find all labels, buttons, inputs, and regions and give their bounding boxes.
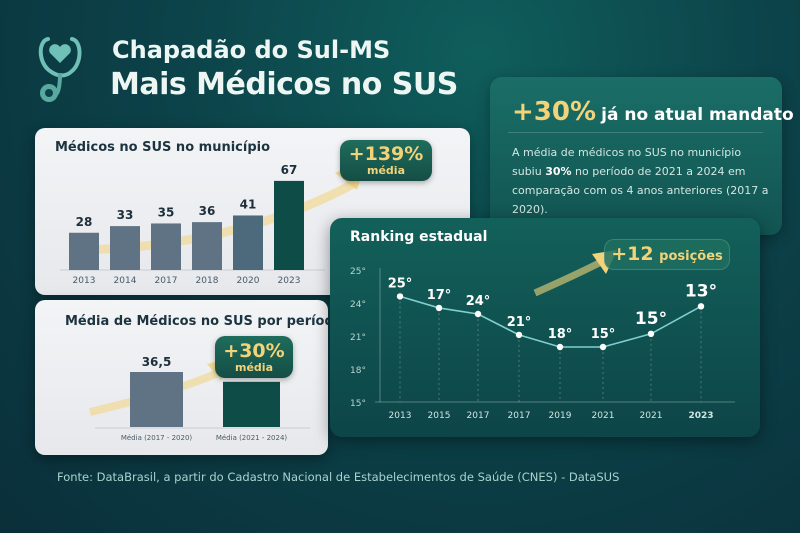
x-tick-label: 2015 — [428, 411, 451, 421]
info-headline: +30% já no atual mandato — [512, 97, 794, 127]
bar — [192, 222, 222, 270]
badge-value: +139% — [348, 143, 424, 165]
x-tick-label: Média (2017 - 2020) — [121, 434, 193, 442]
info-body-text: no período de 2021 a 2024 em comparação … — [512, 165, 769, 216]
x-tick-label: 2021 — [592, 411, 615, 421]
data-point — [435, 304, 443, 312]
bar-value-label: 35 — [158, 205, 175, 219]
data-point — [647, 330, 655, 337]
point-label: 25° — [388, 276, 413, 291]
y-tick-label: 18° — [350, 366, 366, 376]
bar — [151, 223, 181, 270]
data-point — [474, 310, 482, 318]
data-point — [599, 343, 607, 351]
state-ranking-card: Ranking estadual — [330, 218, 760, 437]
info-body-text: A média de médicos no SUS no município s… — [512, 146, 742, 178]
chart-title: Médicos no SUS no município — [55, 140, 271, 155]
y-tick-label: 21° — [350, 333, 366, 343]
ranking-line — [399, 295, 702, 348]
data-point — [396, 293, 404, 300]
point-label: 15° — [591, 327, 616, 342]
badge-value: +30% — [223, 340, 285, 362]
growth-badge-30: +30% média — [215, 336, 293, 378]
x-tick-label: 2019 — [549, 411, 572, 421]
divider — [508, 132, 763, 133]
bar-value-label: 67 — [281, 163, 298, 177]
point-label: 24° — [466, 294, 491, 309]
y-tick-label: 25° — [350, 267, 366, 277]
data-point — [697, 303, 705, 310]
x-tick-label: 2013 — [73, 276, 96, 286]
x-tick-label: 2018 — [196, 276, 219, 286]
x-tick-label: 2014 — [114, 276, 137, 286]
point-label: 21° — [507, 315, 532, 330]
x-tick-label: 2023 — [278, 276, 301, 286]
bar — [233, 215, 263, 270]
info-headline-value: +30% — [512, 97, 597, 127]
info-headline-text: já no atual mandato — [601, 105, 794, 125]
x-tick-label: 2017 — [467, 411, 490, 421]
data-point — [556, 343, 564, 351]
average-period-chart: 36,5 Média (2017 - 2020) Média (2021 - 202… — [89, 355, 310, 442]
badge-label: posições — [659, 249, 723, 264]
chart-title: Ranking estadual — [350, 229, 488, 245]
info-body: A média de médicos no SUS no município s… — [512, 143, 772, 219]
header-title-main: Mais Médicos no SUS — [110, 67, 458, 102]
badge-label: média — [367, 164, 405, 177]
trend-arrow — [533, 256, 607, 297]
x-tick-label: 2023 — [688, 411, 713, 421]
point-label: 17° — [427, 288, 452, 303]
x-tick-label: 2017 — [508, 411, 531, 421]
info-body-bold: 30% — [545, 165, 572, 178]
point-label: 13° — [685, 281, 717, 301]
bar — [223, 381, 280, 427]
bar-value-label: 28 — [76, 215, 93, 229]
bar-value-label: 36,5 — [142, 355, 172, 369]
bar-value-label: 41 — [240, 197, 257, 211]
mandate-info-card: +30% já no atual mandato A média de médi… — [490, 77, 794, 235]
bar-value-label: 36 — [199, 204, 216, 218]
y-tick-label: 24° — [350, 300, 366, 310]
stethoscope-heart-icon — [38, 37, 82, 102]
growth-badge-139: +139% média — [340, 140, 432, 181]
bar — [110, 226, 140, 270]
x-tick-label: 2017 — [155, 276, 178, 286]
y-tick-label: 15° — [350, 399, 366, 409]
x-tick-label: Média (2021 - 2024) — [216, 434, 288, 442]
x-tick-label: 2021 — [640, 411, 663, 421]
badge-label: média — [235, 361, 273, 374]
source-footer: Fonte: DataBrasil, a partir do Cadastro … — [57, 470, 620, 484]
ranking-gain-badge: +12 posições — [604, 239, 730, 270]
bar — [69, 232, 99, 270]
data-point — [515, 331, 523, 339]
point-label: 18° — [548, 327, 573, 342]
header-title-location: Chapadão do Sul-MS — [112, 36, 391, 64]
x-tick-label: 2013 — [389, 411, 412, 421]
chart-title: Média de Médicos no SUS por período — [65, 314, 343, 329]
point-label: 15° — [635, 309, 667, 329]
doctors-per-year-chart: 28 2013 33 2014 35 2017 36 2018 41 2020 67 2023 — [60, 158, 367, 286]
state-ranking-chart: 25° 24° 21° 18° 15° 25° 2013 17° 2015 24° 2017 21° 2… — [350, 250, 735, 421]
bar-value-label: 33 — [117, 208, 134, 222]
badge-value: +12 — [611, 243, 654, 265]
bar — [130, 372, 183, 427]
bar — [274, 180, 304, 270]
x-tick-label: 2020 — [237, 276, 260, 286]
